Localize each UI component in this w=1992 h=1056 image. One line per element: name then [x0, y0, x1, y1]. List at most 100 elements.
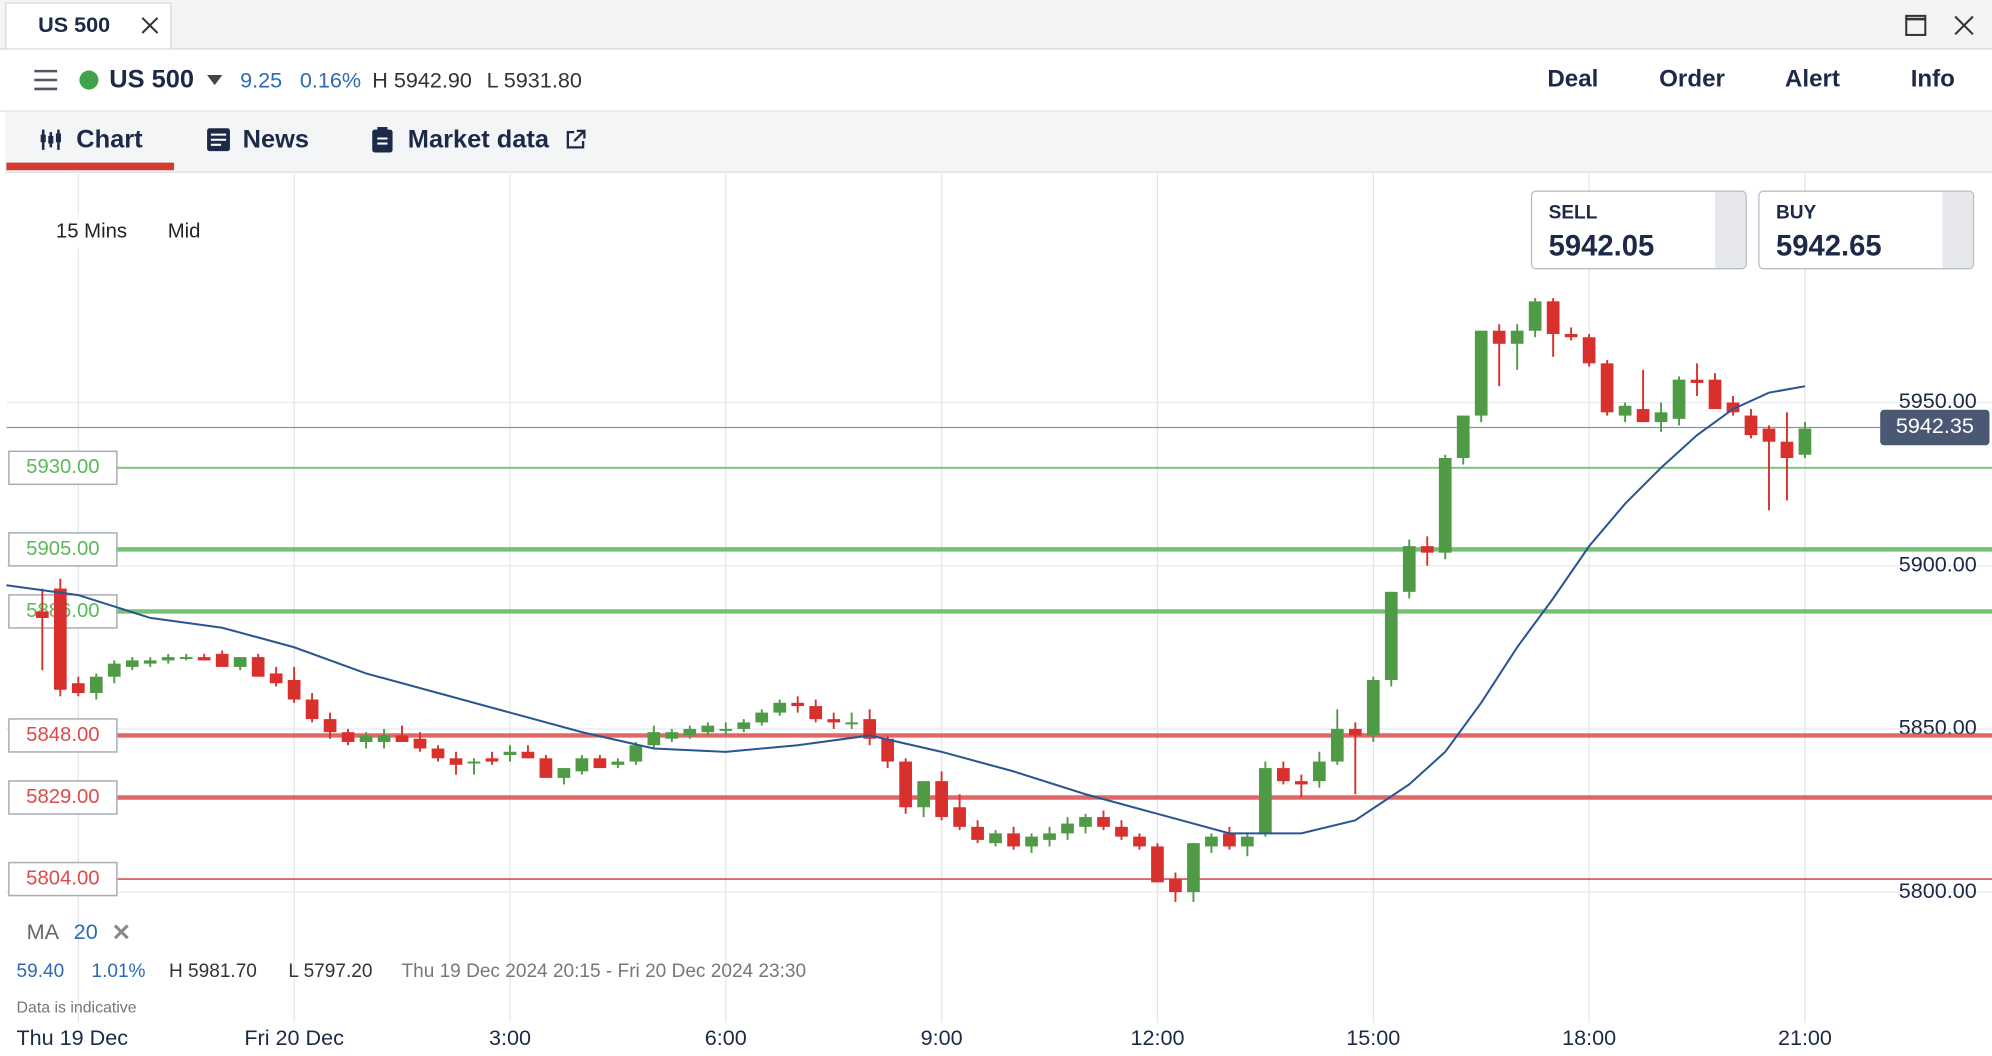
candle-body: [1726, 402, 1740, 413]
candle-body: [521, 751, 535, 759]
candle-body: [773, 702, 787, 713]
candle-body: [1079, 817, 1092, 827]
candle-body: [1546, 301, 1560, 334]
alert-button[interactable]: Alert: [1784, 66, 1840, 93]
x-tick-label: Thu 19 Dec: [17, 1025, 129, 1050]
candle-body: [1061, 823, 1074, 834]
x-tick-label: 12:00: [1130, 1025, 1184, 1050]
sell-button[interactable]: SELL 5942.05: [1530, 190, 1747, 270]
candle-body: [1474, 330, 1488, 416]
info-button[interactable]: Info: [1910, 66, 1955, 93]
maximize[interactable]: [1904, 14, 1927, 37]
candle-body: [467, 761, 481, 764]
x-tick-label: 15:00: [1346, 1025, 1400, 1050]
candle-body: [1169, 879, 1182, 893]
candle-body: [359, 735, 373, 742]
candle-body: [1151, 846, 1164, 883]
candle-body: [539, 758, 553, 778]
candle-body: [1744, 415, 1758, 436]
buy-button[interactable]: BUY 5942.65: [1758, 190, 1975, 270]
level-label-box: [8, 780, 118, 815]
sell-label: SELL: [1548, 201, 1598, 224]
external-link-icon[interactable]: [564, 128, 587, 151]
candle-body: [1528, 301, 1542, 331]
candle-body: [1564, 333, 1578, 338]
order-button[interactable]: Order: [1659, 66, 1725, 93]
candle-body: [251, 657, 265, 677]
ma-remove[interactable]: [113, 924, 130, 941]
candle-body: [809, 706, 823, 720]
close[interactable]: [1953, 14, 1976, 37]
buy-price: 5942.65: [1776, 228, 1882, 262]
tab[interactable]: [5, 2, 172, 49]
menu-icon[interactable]: [33, 69, 58, 92]
candle-body: [1043, 833, 1056, 840]
news-tab[interactable]: News: [242, 125, 310, 154]
candle-body: [35, 611, 49, 618]
level-label: 5905.00: [26, 538, 99, 560]
ma-name: MA: [26, 919, 60, 944]
level-label: 5829.00: [26, 786, 99, 808]
candle-body: [899, 761, 913, 808]
candle-body: [449, 758, 463, 765]
tab-title: US 500: [38, 12, 111, 37]
level-label: 5848.00: [26, 724, 99, 746]
candle-body: [287, 679, 301, 700]
candle-body: [719, 728, 733, 731]
candle-body: [1366, 679, 1380, 736]
x-tick-label: 6:00: [705, 1025, 747, 1050]
candle-body: [1456, 415, 1470, 459]
candle-body: [989, 833, 1002, 844]
current-price-box: [1880, 409, 1990, 446]
ma-change: 59.40: [16, 960, 65, 983]
deal-button[interactable]: Deal: [1547, 66, 1599, 93]
candle-body: [791, 702, 805, 707]
candle-body: [557, 768, 571, 778]
candle-body: [503, 751, 517, 756]
market-data-tab[interactable]: Market data: [407, 125, 550, 154]
chart: Thu 19 Dec Fri 20 Dec 3:00 6:00 9:00 12:00 15:…: [6, 174, 1992, 1050]
tab-close[interactable]: [140, 15, 160, 35]
news-icon: [207, 128, 230, 152]
candle-body: [125, 660, 139, 667]
candle-body: [1636, 409, 1650, 423]
candle-body: [215, 653, 229, 667]
candle-body: [1582, 337, 1596, 364]
change: 9.25: [240, 68, 283, 93]
candle-body: [53, 588, 67, 690]
price-type[interactable]: Mid: [167, 221, 201, 243]
candle-body: [485, 758, 499, 762]
interval[interactable]: 15 Mins: [55, 221, 128, 243]
candle-body: [575, 758, 589, 772]
candle-body: [1025, 836, 1038, 847]
chart-settings: [7, 213, 219, 250]
disclaimer: Data is indicative: [16, 998, 137, 1017]
candle-body: [1330, 728, 1344, 762]
instrument-name[interactable]: US 500: [109, 66, 195, 95]
candle-body: [197, 657, 211, 661]
candle-body: [1438, 458, 1452, 553]
candle-body: [1618, 405, 1632, 416]
candle-body: [701, 725, 715, 733]
ma-period[interactable]: 20: [73, 919, 98, 944]
candle-body: [1384, 591, 1398, 680]
level-label-box: [8, 532, 118, 567]
candle-body: [827, 719, 841, 723]
candle-body: [431, 748, 445, 759]
candle-body: [1187, 843, 1200, 893]
candle-body: [161, 657, 175, 661]
ma-low: L 5797.20: [288, 960, 373, 983]
chart-tab[interactable]: Chart: [76, 125, 143, 154]
candle-body: [593, 758, 607, 769]
candle-body: [683, 728, 697, 736]
candle-body: [1708, 379, 1722, 410]
ma-high: H 5981.70: [168, 960, 257, 983]
status-dot: [79, 70, 99, 90]
candle-body: [647, 732, 661, 746]
level-label: 5804.00: [26, 867, 99, 889]
dropdown-caret[interactable]: [206, 74, 224, 87]
current-price-label: 5942.35: [1896, 413, 1974, 438]
x-tick-label: 21:00: [1778, 1025, 1832, 1050]
candle-body: [107, 663, 121, 677]
